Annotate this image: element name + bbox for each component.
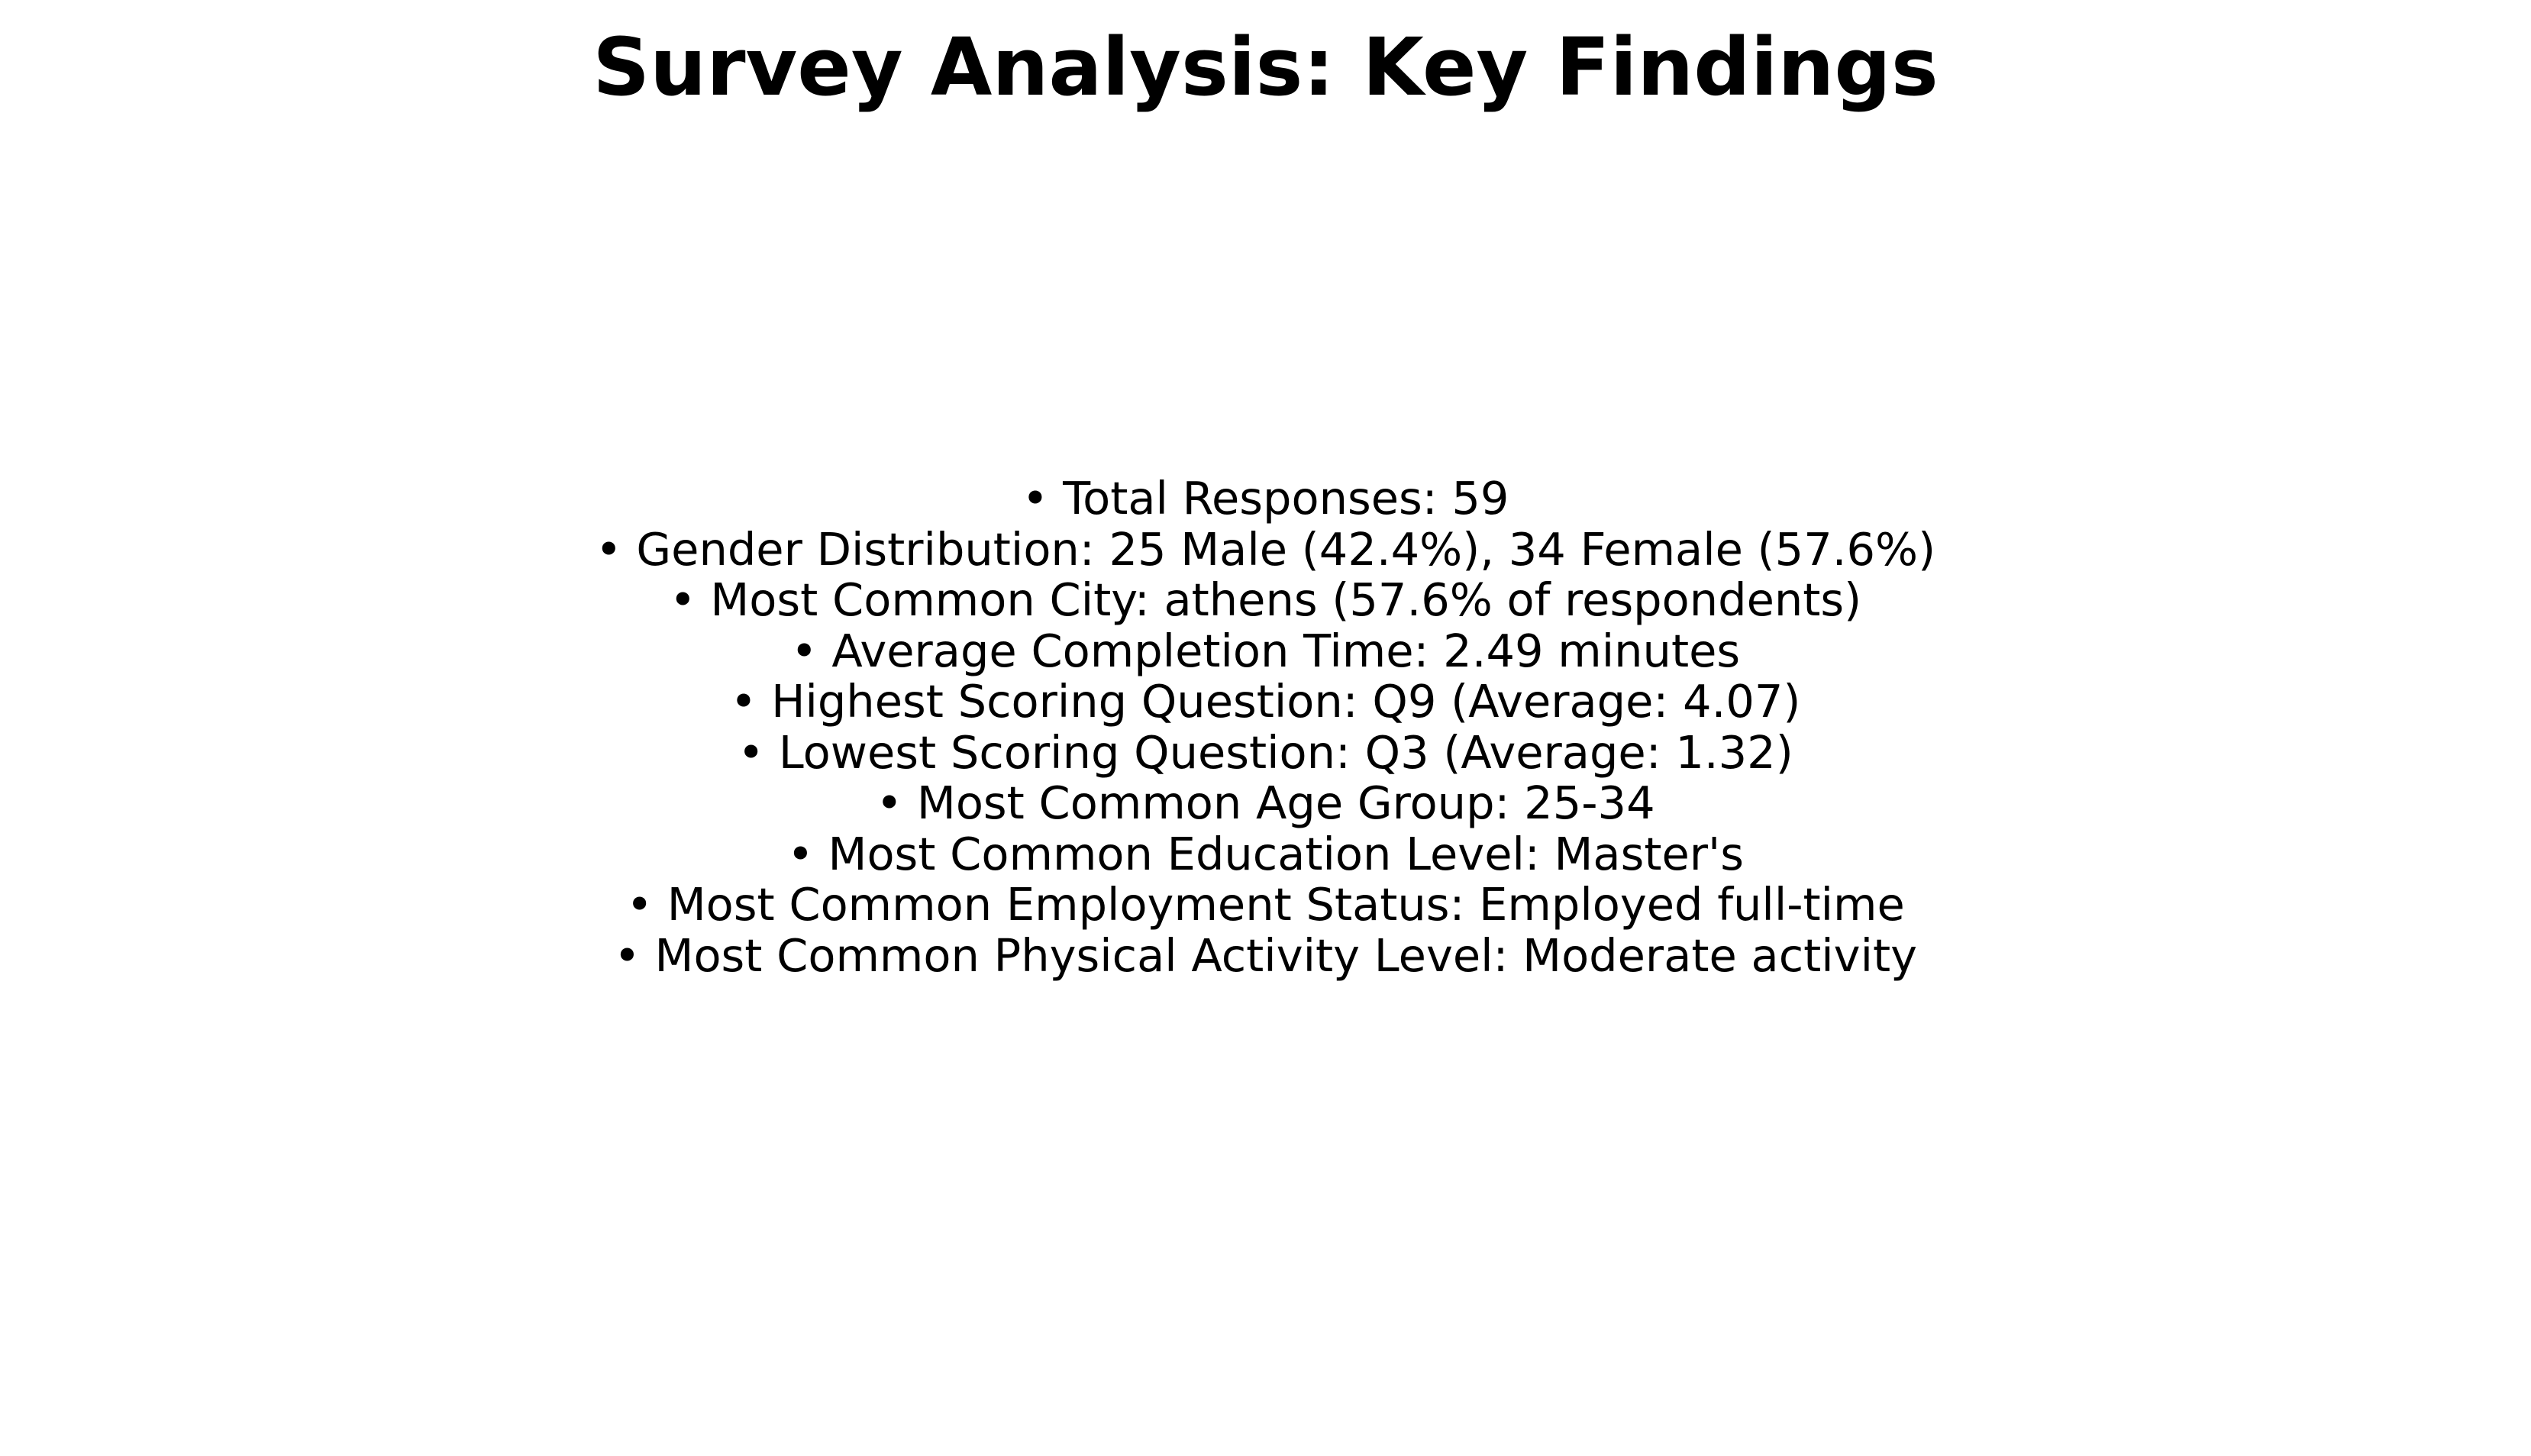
- finding-highest-scoring-question: • Highest Scoring Question: Q9 (Average:…: [730, 675, 1801, 728]
- page-title: Survey Analysis: Key Findings: [592, 21, 1939, 114]
- finding-total-responses: • Total Responses: 59: [1022, 472, 1509, 525]
- finding-most-common-employment-status: • Most Common Employment Status: Employe…: [626, 878, 1905, 931]
- finding-most-common-city: • Most Common City: athens (57.6% of res…: [669, 573, 1862, 626]
- finding-average-completion-time: • Average Completion Time: 2.49 minutes: [790, 624, 1741, 677]
- findings-list: • Total Responses: 59 • Gender Distribut…: [0, 473, 2531, 981]
- finding-most-common-education-level: • Most Common Education Level: Master's: [787, 827, 1744, 880]
- finding-most-common-physical-activity-level: • Most Common Physical Activity Level: M…: [613, 928, 1918, 982]
- finding-gender-distribution: • Gender Distribution: 25 Male (42.4%), …: [595, 522, 1936, 576]
- finding-lowest-scoring-question: • Lowest Scoring Question: Q3 (Average: …: [738, 725, 1793, 779]
- finding-most-common-age-group: • Most Common Age Group: 25-34: [876, 776, 1655, 829]
